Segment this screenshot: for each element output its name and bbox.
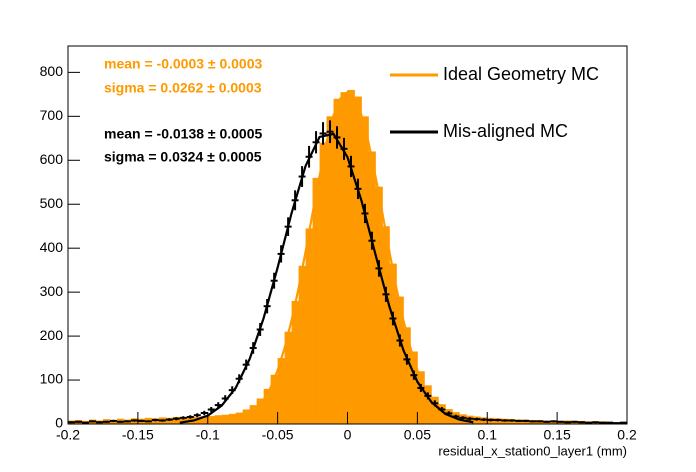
fit-curve [179,132,474,424]
histogram-bar [270,374,279,424]
histogram-bar [305,228,313,424]
histogram-bar [263,388,272,424]
histogram-bar [389,263,397,424]
histogram-bar [417,371,425,424]
histogram-bar [361,116,369,424]
histogram-bar [214,415,223,424]
y-tick-label: 600 [40,151,64,167]
legend-label: Mis-aligned MC [443,121,568,141]
y-tick-label: 200 [40,327,64,343]
histogram-bar [235,412,244,424]
x-tick-label: -0.2 [56,427,80,443]
histogram-bar [298,265,306,424]
histogram-bar [375,186,383,424]
y-tick-label: 700 [40,107,64,123]
histogram-bar [340,92,348,425]
histogram-bar [424,385,432,424]
histogram-bar [256,398,265,424]
histogram-bar [221,414,230,424]
histogram-bar [347,89,355,424]
histogram-bar [193,416,202,424]
histogram-bar [431,396,439,424]
histogram-bar [438,404,446,424]
histogram-bar [410,351,418,424]
histogram-bar [326,116,334,424]
x-tick-label: 0.15 [544,427,571,443]
x-axis-label: residual_x_station0_layer1 (mm) [438,443,627,458]
y-tick-label: 100 [40,371,64,387]
histogram-bar [354,96,362,424]
annotation: mean = -0.0003 ± 0.0003 [104,56,263,72]
histogram-bar [319,142,327,424]
x-tick-label: 0 [344,427,352,443]
histogram-bar [179,417,188,424]
x-tick-label: 0.1 [478,427,498,443]
histogram-bar [200,416,209,424]
histogram-bar [382,226,390,424]
annotation: mean = -0.0138 ± 0.0005 [104,126,263,142]
y-tick-label: 800 [40,63,64,79]
y-tick-label: 300 [40,283,64,299]
y-tick-label: 0 [55,415,63,431]
histogram-bar [368,151,376,424]
histogram-bar [403,327,411,424]
x-tick-label: -0.05 [262,427,294,443]
histogram-bar [312,177,320,424]
histogram-bar [228,413,237,424]
histogram-bar [284,331,292,424]
histogram-bar [291,300,299,424]
fit-curve [235,90,460,422]
x-tick-label: 0.2 [617,427,637,443]
x-tick-label: -0.15 [122,427,154,443]
histogram-bar [172,416,181,424]
y-tick-label: 500 [40,195,64,211]
annotation: sigma = 0.0262 ± 0.0003 [104,80,262,96]
y-tick-label: 400 [40,239,64,255]
histogram-bar [249,405,258,424]
histogram-bar [277,358,286,424]
histogram-bar [333,98,341,424]
legend-label: Ideal Geometry MC [443,64,599,84]
annotation: sigma = 0.0324 ± 0.0005 [104,149,262,165]
x-tick-label: -0.1 [196,427,220,443]
histogram-bar [396,296,404,424]
histogram-bar [207,416,216,424]
x-tick-label: 0.05 [404,427,431,443]
